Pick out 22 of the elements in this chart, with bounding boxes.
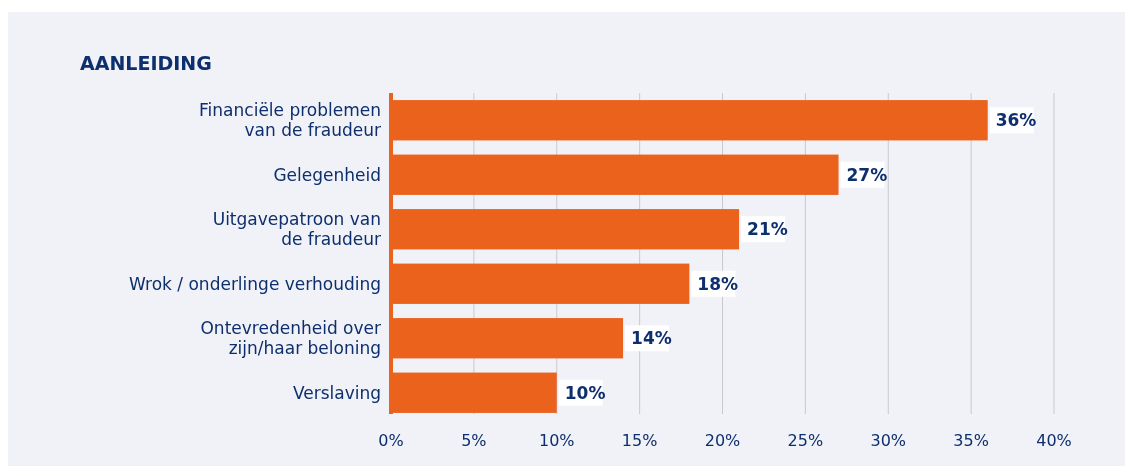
- y-tick-label: Wrok / onderlinge verhouding: [129, 273, 381, 294]
- x-tick-label: 20%: [704, 431, 741, 450]
- data-label: 36%: [995, 110, 1037, 131]
- data-label: 18%: [697, 273, 739, 294]
- data-label: 27%: [846, 164, 888, 185]
- text: AANLEIDING: [80, 52, 212, 74]
- y-tick-label: Financiële problemen van de fraudeur: [199, 100, 381, 141]
- x-tick-label: 35%: [953, 431, 989, 450]
- x-tick-label: 10%: [538, 431, 575, 450]
- x-tick-label: 5%: [461, 431, 487, 450]
- x-tick-label: 25%: [787, 431, 824, 450]
- y-tick-label: Verslaving: [292, 382, 381, 403]
- x-tick-label: 15%: [621, 431, 658, 450]
- data-label: 14%: [631, 328, 672, 349]
- data-label: 10%: [564, 382, 606, 403]
- y-tick-label: Gelegenheid: [273, 164, 381, 185]
- x-tick-label: 0%: [378, 431, 404, 450]
- y-tick-label: Uitgavepatroon van de fraudeur: [212, 209, 381, 250]
- y-tick-label: Ontevredenheid over zijn/haar beloning: [200, 318, 381, 359]
- data-label: 21%: [747, 219, 788, 240]
- x-tick-label: 40%: [1036, 431, 1072, 450]
- x-tick-label: 30%: [870, 431, 907, 450]
